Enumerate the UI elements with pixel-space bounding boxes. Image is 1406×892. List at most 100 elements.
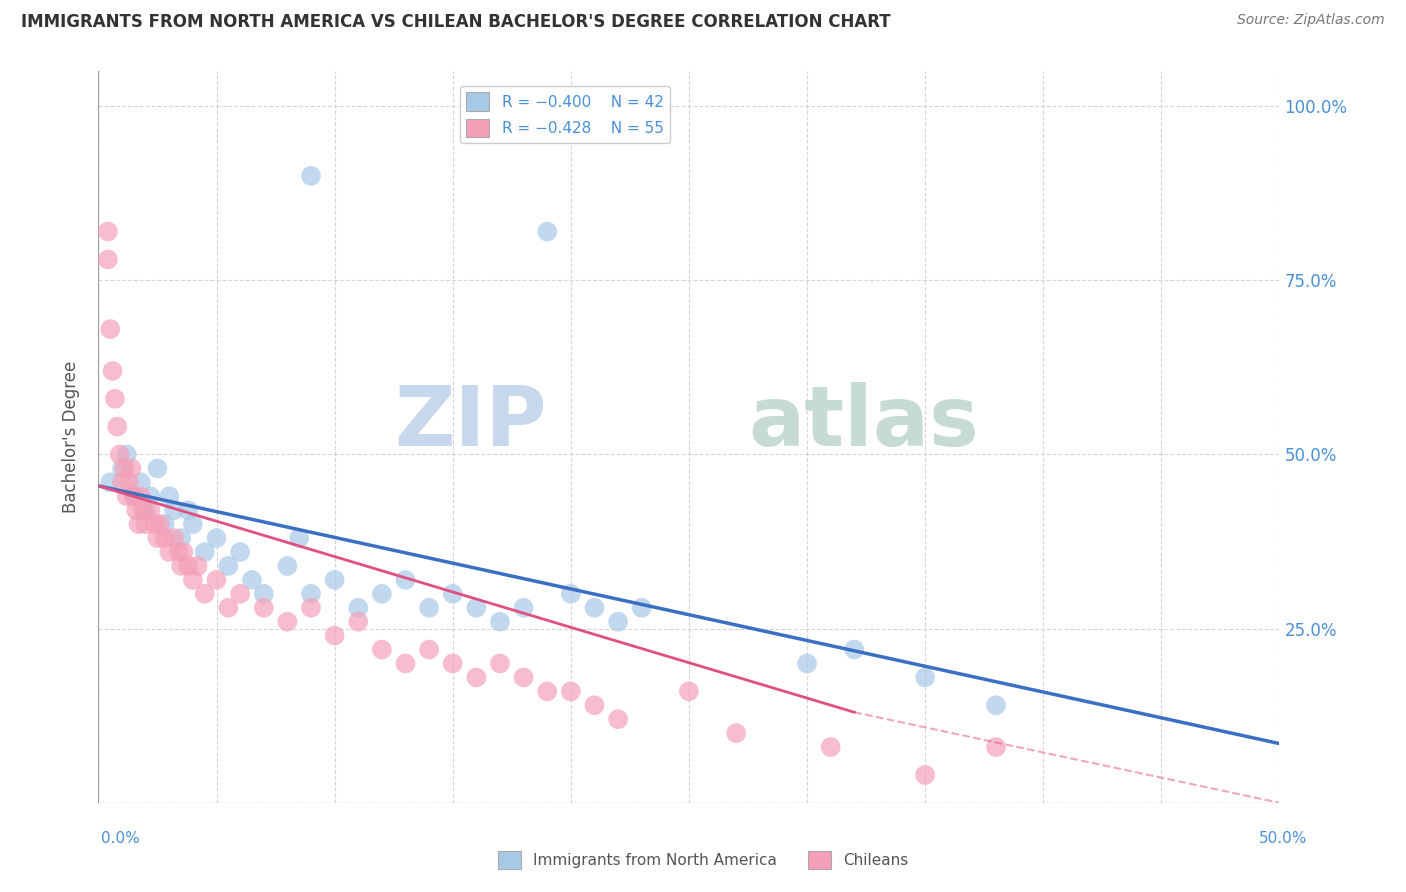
Point (170, 531, 193, 545)
Point (194, 587, 217, 601)
Point (630, 600, 652, 615)
Text: 50.0%: 50.0% (1260, 831, 1308, 846)
Point (98, 475, 121, 490)
Point (607, 712, 630, 726)
Point (323, 629, 346, 643)
Point (104, 392, 127, 406)
Point (984, 740, 1007, 755)
Point (108, 448, 131, 462)
Point (118, 475, 141, 490)
Point (187, 558, 209, 573)
Point (347, 615, 370, 629)
Point (418, 600, 440, 615)
Point (984, 698, 1007, 713)
Point (128, 517, 150, 532)
Point (181, 517, 204, 532)
Point (347, 600, 370, 615)
Point (153, 531, 176, 545)
Point (418, 642, 440, 657)
Point (299, 587, 322, 601)
Point (394, 573, 416, 587)
Point (820, 740, 842, 755)
Point (465, 600, 488, 615)
Point (441, 657, 464, 671)
Point (678, 684, 700, 698)
Point (394, 657, 416, 671)
Point (98, 322, 121, 336)
Point (217, 600, 239, 615)
Point (170, 558, 193, 573)
Point (112, 461, 135, 475)
Point (105, 419, 128, 434)
Point (253, 600, 276, 615)
Point (536, 225, 558, 239)
Point (229, 587, 252, 601)
Point (167, 545, 190, 559)
Point (536, 684, 558, 698)
Point (194, 545, 217, 559)
Point (441, 587, 464, 601)
Legend: Immigrants from North America, Chileans: Immigrants from North America, Chileans (492, 845, 914, 875)
Point (240, 573, 263, 587)
Point (146, 531, 169, 545)
Point (122, 489, 145, 503)
Point (132, 503, 155, 517)
Point (276, 558, 298, 573)
Point (163, 531, 186, 545)
Point (844, 642, 866, 657)
Point (122, 489, 145, 503)
Point (139, 489, 162, 503)
Text: 0.0%: 0.0% (101, 831, 141, 846)
Point (115, 448, 138, 462)
Point (512, 600, 534, 615)
Point (163, 503, 186, 517)
Point (125, 503, 148, 517)
Point (583, 600, 606, 615)
Point (299, 600, 322, 615)
Point (205, 531, 228, 545)
Text: Source: ZipAtlas.com: Source: ZipAtlas.com (1237, 13, 1385, 28)
Point (914, 768, 936, 782)
Point (157, 545, 180, 559)
Point (97, 252, 120, 267)
Point (560, 684, 582, 698)
Point (101, 364, 124, 378)
Point (205, 573, 228, 587)
Point (796, 657, 818, 671)
Point (115, 489, 138, 503)
Point (371, 642, 394, 657)
Point (607, 615, 630, 629)
Point (177, 503, 200, 517)
Point (111, 461, 134, 475)
Point (146, 461, 169, 475)
Point (149, 517, 172, 532)
Point (135, 503, 157, 517)
Point (172, 545, 194, 559)
Point (129, 475, 152, 490)
Text: ZIP: ZIP (395, 382, 547, 463)
Point (177, 558, 200, 573)
Point (111, 475, 134, 490)
Point (129, 489, 152, 503)
Point (560, 587, 582, 601)
Point (299, 169, 322, 183)
Point (217, 558, 239, 573)
Point (725, 726, 748, 740)
Text: IMMIGRANTS FROM NORTH AMERICA VS CHILEAN BACHELOR'S DEGREE CORRELATION CHART: IMMIGRANTS FROM NORTH AMERICA VS CHILEAN… (21, 13, 891, 31)
Point (489, 615, 512, 629)
Point (153, 517, 176, 532)
Point (323, 573, 346, 587)
Legend: R = −0.400    N = 42, R = −0.428    N = 55: R = −0.400 N = 42, R = −0.428 N = 55 (460, 87, 669, 144)
Point (157, 489, 180, 503)
Point (229, 545, 252, 559)
Point (288, 531, 311, 545)
Point (489, 657, 512, 671)
Point (371, 587, 394, 601)
Point (121, 461, 143, 475)
Point (135, 517, 157, 532)
Point (139, 503, 162, 517)
Text: atlas: atlas (748, 382, 979, 463)
Point (181, 573, 204, 587)
Point (512, 670, 534, 684)
Y-axis label: Bachelor's Degree: Bachelor's Degree (62, 361, 80, 513)
